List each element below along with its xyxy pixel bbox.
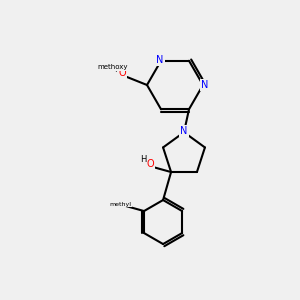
- Text: N: N: [201, 80, 209, 90]
- Text: N: N: [156, 55, 164, 65]
- Text: methyl: methyl: [109, 202, 131, 206]
- Text: O: O: [118, 68, 126, 78]
- Text: methoxy: methoxy: [98, 64, 128, 70]
- Text: N: N: [180, 126, 188, 136]
- Text: O: O: [146, 159, 154, 169]
- Text: H: H: [140, 154, 146, 164]
